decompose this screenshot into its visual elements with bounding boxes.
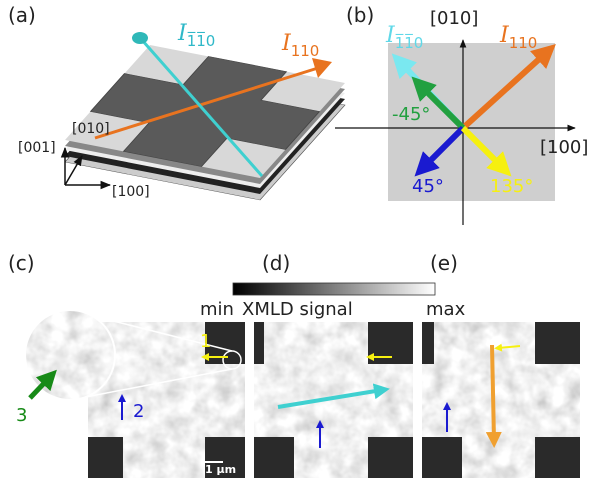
- crystal-axes: [60, 146, 112, 190]
- markers: [28, 343, 521, 448]
- axis-label: [010]: [430, 8, 478, 29]
- axis-label: [001]: [18, 140, 56, 156]
- colorbar: [232, 282, 436, 296]
- marker-label: 3: [16, 405, 27, 426]
- current-label: I110: [281, 31, 319, 60]
- current-label: I1̅1̅0: [177, 21, 215, 50]
- angle-label: 45°: [412, 176, 444, 197]
- current-label: I110: [499, 23, 537, 52]
- xmld-images: [88, 322, 580, 478]
- axis-label: [010]: [72, 121, 110, 137]
- colorbar-max: max: [426, 299, 466, 320]
- current-arrow: [140, 39, 264, 177]
- current-label: I1̅1̅0: [385, 23, 423, 52]
- marker-label: 1: [200, 331, 211, 352]
- axis-label: [100]: [112, 184, 150, 200]
- colorbar-title: XMLD signal: [242, 299, 353, 320]
- colorbar-min: min: [200, 299, 234, 320]
- panel-label: (a): [8, 3, 36, 27]
- panel-label: (b): [346, 3, 374, 27]
- angle-label: -45°: [392, 104, 430, 125]
- marker-label: 2: [133, 401, 144, 422]
- scale-bar-label: 1 µm: [205, 463, 236, 476]
- panel-label: (c): [8, 251, 35, 275]
- current-arrow: [94, 66, 319, 140]
- panel-label: (e): [430, 251, 458, 275]
- arrow-head: [132, 32, 148, 44]
- arrow-head: [312, 58, 332, 78]
- axis-label: [100]: [540, 137, 588, 158]
- panel-label: (d): [262, 251, 290, 275]
- direction-arrows: [391, 43, 556, 177]
- angle-label: 135°: [490, 176, 533, 197]
